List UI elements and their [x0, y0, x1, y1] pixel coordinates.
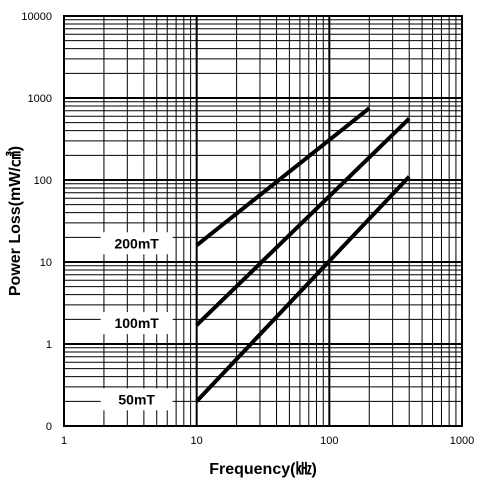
y-tick-label: 100: [34, 175, 52, 187]
grid-lines: [64, 16, 462, 426]
series-line-100mT: [195, 117, 411, 327]
y-tick-label: 1: [46, 339, 52, 351]
x-tick-labels: 1 10 100 1000: [61, 435, 474, 447]
y-axis-title: Power Loss(mW/㎤): [5, 146, 24, 296]
x-tick-label: 10: [191, 435, 203, 447]
series-labels: 200mT 100mT 50mT: [100, 232, 173, 411]
y-tick-label: 1000: [28, 93, 52, 105]
y-tick-label: 10000: [21, 11, 52, 23]
plot-frame: [63, 15, 463, 427]
x-tick-label: 100: [320, 435, 338, 447]
series-label-box: [100, 232, 173, 255]
x-tick-label: 1000: [450, 435, 474, 447]
series-line-50mT: [195, 175, 411, 403]
series-lines: [195, 106, 411, 403]
series-label-box: [100, 388, 173, 411]
y-tick-labels: 0 1 10 100 1000 10000: [21, 11, 52, 433]
series-line-200mT: [195, 106, 371, 247]
y-tick-label: 0: [46, 421, 52, 433]
series-label-50mT: 50mT: [118, 391, 155, 407]
y-tick-label: 10: [40, 257, 52, 269]
x-axis-title: Frequency(㎑): [209, 461, 317, 478]
series-label-box: [100, 312, 173, 335]
series-label-200mT: 200mT: [114, 235, 159, 251]
series-label-100mT: 100mT: [114, 315, 159, 331]
x-tick-label: 1: [61, 435, 67, 447]
